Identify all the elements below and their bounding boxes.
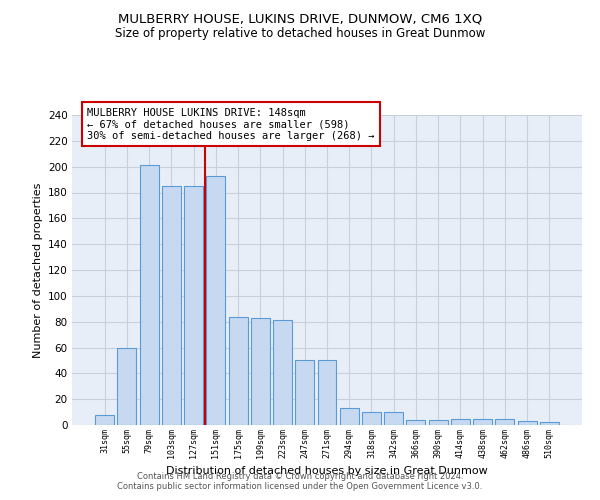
Bar xyxy=(95,414,114,425)
Bar xyxy=(451,418,470,425)
Bar xyxy=(162,186,181,425)
Bar xyxy=(406,420,425,425)
Y-axis label: Number of detached properties: Number of detached properties xyxy=(32,182,43,358)
Text: MULBERRY HOUSE, LUKINS DRIVE, DUNMOW, CM6 1XQ: MULBERRY HOUSE, LUKINS DRIVE, DUNMOW, CM… xyxy=(118,12,482,26)
Bar xyxy=(384,412,403,425)
Bar xyxy=(518,421,536,425)
Bar xyxy=(496,418,514,425)
Bar xyxy=(473,418,492,425)
Bar xyxy=(317,360,337,425)
Bar xyxy=(340,408,359,425)
Bar xyxy=(184,186,203,425)
Bar xyxy=(273,320,292,425)
Bar xyxy=(118,348,136,425)
X-axis label: Distribution of detached houses by size in Great Dunmow: Distribution of detached houses by size … xyxy=(166,466,488,476)
Text: MULBERRY HOUSE LUKINS DRIVE: 148sqm
← 67% of detached houses are smaller (598)
3: MULBERRY HOUSE LUKINS DRIVE: 148sqm ← 67… xyxy=(87,108,374,140)
Text: Size of property relative to detached houses in Great Dunmow: Size of property relative to detached ho… xyxy=(115,28,485,40)
Text: Contains public sector information licensed under the Open Government Licence v3: Contains public sector information licen… xyxy=(118,482,482,491)
Bar xyxy=(229,316,248,425)
Bar xyxy=(429,420,448,425)
Bar xyxy=(362,412,381,425)
Text: Contains HM Land Registry data © Crown copyright and database right 2024.: Contains HM Land Registry data © Crown c… xyxy=(137,472,463,481)
Bar xyxy=(206,176,225,425)
Bar xyxy=(295,360,314,425)
Bar xyxy=(540,422,559,425)
Bar xyxy=(251,318,270,425)
Bar xyxy=(140,166,158,425)
